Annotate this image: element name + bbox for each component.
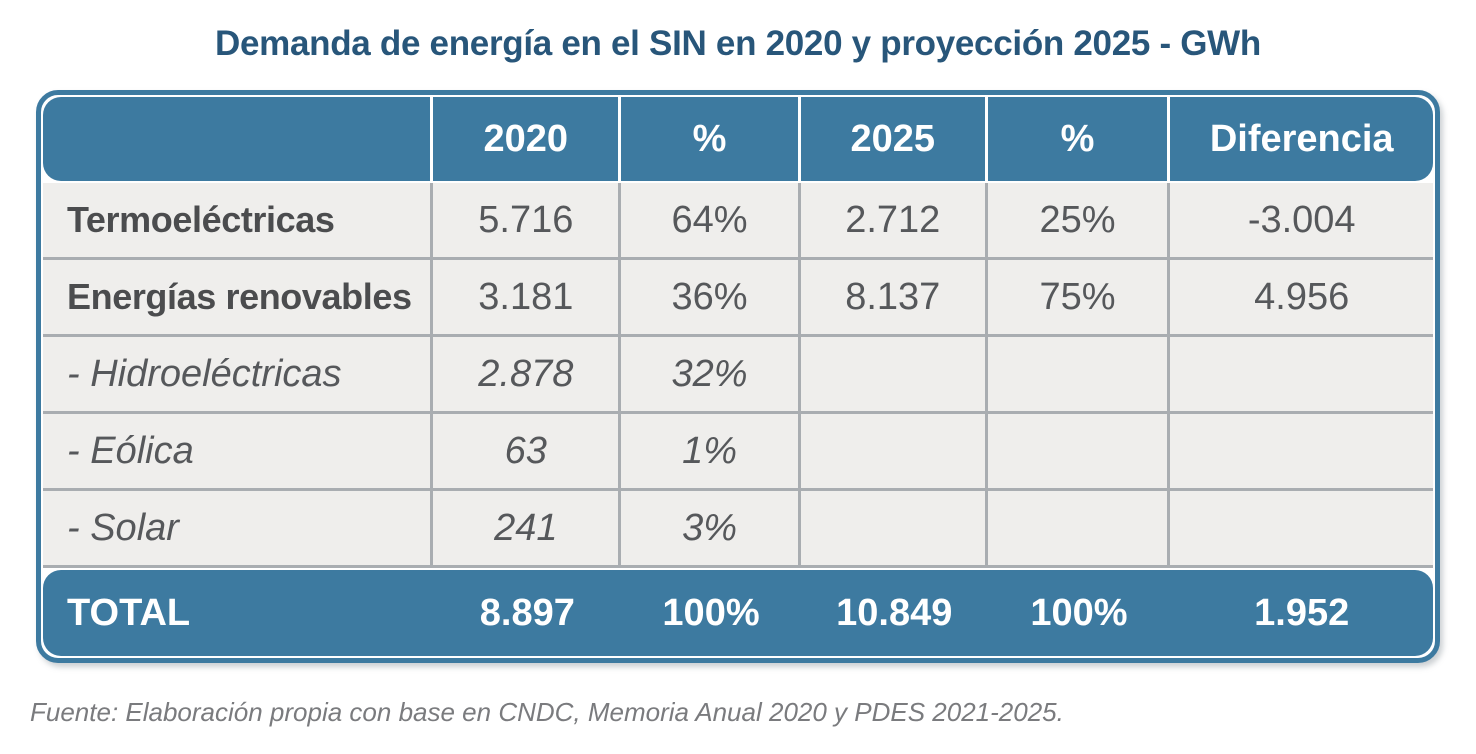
total-value: 100%	[662, 591, 760, 634]
value-cell	[1170, 337, 1433, 411]
table-row-hidroelectricas: - Hidroeléctricas 2.878 32%	[43, 337, 1433, 414]
header-cell-2020: 2020	[433, 97, 622, 181]
value-cell	[988, 337, 1171, 411]
value-cell: 8.137	[801, 260, 988, 334]
value-cell: 3.181	[433, 260, 622, 334]
value-cell	[801, 337, 988, 411]
header-cell-pct-2020: %	[621, 97, 801, 181]
value-cell	[988, 491, 1171, 565]
value-cell: -3.004	[1247, 198, 1356, 241]
value-cell	[1170, 414, 1433, 488]
value-cell: 63	[433, 414, 622, 488]
value-cell: 32%	[621, 337, 801, 411]
table-header-row: 2020 % 2025 % Diferencia	[43, 97, 1433, 181]
header-cell-diferencia: Diferencia	[1209, 117, 1394, 160]
header-cell-pct-2025: %	[988, 97, 1171, 181]
value-cell: 3%	[621, 491, 801, 565]
value-cell: 36%	[621, 260, 801, 334]
table-row-termoelectricas: Termoeléctricas 5.716 64% 2.712 25% -3.0…	[43, 183, 1433, 260]
energy-demand-table: 2020 % 2025 % Diferencia Termoeléctricas…	[36, 90, 1440, 663]
table-row-eolica: - Eólica 63 1%	[43, 414, 1433, 491]
value-cell: 1%	[621, 414, 801, 488]
value-cell	[801, 414, 988, 488]
source-note: Fuente: Elaboración propia con base en C…	[30, 697, 1064, 727]
total-value: 1.952	[1254, 591, 1350, 634]
total-label: TOTAL	[67, 591, 191, 634]
table-body: Termoeléctricas 5.716 64% 2.712 25% -3.0…	[43, 183, 1433, 568]
row-label: Energías renovables	[43, 260, 434, 334]
header-cell-2025: 2025	[801, 97, 988, 181]
value-cell: 25%	[988, 183, 1171, 257]
value-cell: 5.716	[433, 183, 622, 257]
row-label: - Hidroeléctricas	[43, 337, 434, 411]
row-label: - Solar	[43, 491, 434, 565]
row-label: - Eólica	[43, 414, 434, 488]
table-row-energias-renovables: Energías renovables 3.181 36% 8.137 75% …	[43, 260, 1433, 337]
total-value: 10.849	[836, 591, 953, 634]
table-row-solar: - Solar 241 3%	[43, 491, 1433, 568]
value-cell: 2.878	[433, 337, 622, 411]
value-cell: 2.712	[801, 183, 988, 257]
value-cell	[988, 414, 1171, 488]
header-cell-empty	[43, 97, 434, 181]
value-cell: 241	[433, 491, 622, 565]
table-total-row: TOTAL 8.897 100% 10.849 100% 1.952	[43, 570, 1433, 656]
total-value: 100%	[1030, 591, 1128, 634]
value-cell: 75%	[988, 260, 1171, 334]
value-cell	[1170, 491, 1433, 565]
value-cell: 64%	[621, 183, 801, 257]
figure-title: Demanda de energía en el SIN en 2020 y p…	[214, 24, 1261, 63]
value-cell	[801, 491, 988, 565]
total-value: 8.897	[479, 591, 575, 634]
row-label: Termoeléctricas	[43, 183, 434, 257]
value-cell: 4.956	[1254, 275, 1350, 318]
